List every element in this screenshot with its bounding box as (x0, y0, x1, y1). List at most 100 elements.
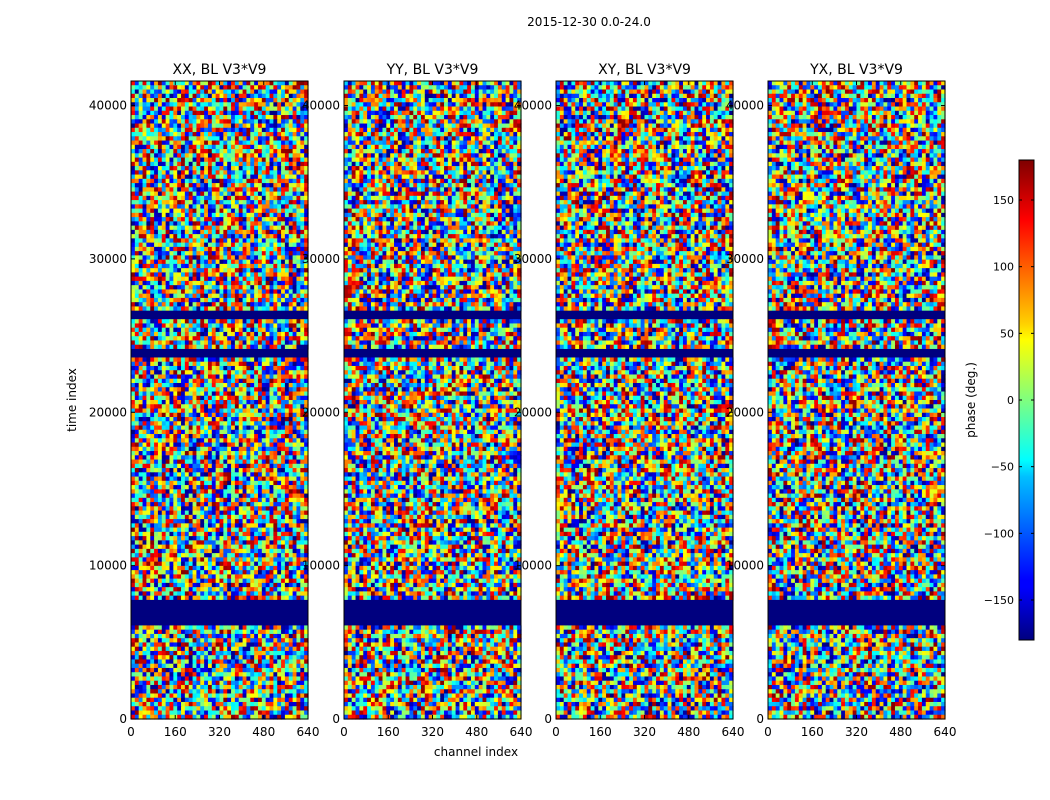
heatmap-cell (270, 149, 274, 154)
heatmap-cell (146, 132, 150, 137)
heatmap-cell (296, 119, 300, 124)
heatmap-cell (250, 213, 254, 218)
heatmap-cell (166, 213, 170, 218)
heatmap-cell (273, 213, 277, 218)
heatmap-cell (208, 204, 212, 209)
heatmap-cell (204, 90, 208, 95)
panel-1: XX, BL V3*V90 160 320 480 640010000200003000… (89, 62, 320, 739)
heatmap-cell (231, 162, 235, 167)
heatmap-cell (262, 145, 266, 150)
heatmap-cell (143, 187, 147, 192)
heatmap-cell (266, 145, 270, 150)
heatmap-cell (227, 107, 231, 112)
heatmap-cell (227, 221, 231, 226)
heatmap-cell (270, 213, 274, 218)
heatmap-cell (250, 187, 254, 192)
heatmap-cell (193, 192, 197, 197)
heatmap-cell (281, 124, 285, 129)
heatmap-cell (258, 200, 262, 205)
heatmap-cell (239, 98, 243, 103)
heatmap-cell (166, 81, 170, 86)
heatmap-cell (181, 132, 185, 137)
heatmap-cell (250, 196, 254, 201)
heatmap-cell (266, 94, 270, 99)
heatmap-cell (143, 158, 147, 163)
heatmap-cell (266, 187, 270, 192)
heatmap-cell (177, 132, 181, 137)
heatmap-cell (177, 217, 181, 222)
heatmap-cell (273, 98, 277, 103)
heatmap-cell (169, 226, 173, 231)
heatmap-cell (150, 196, 154, 201)
heatmap-cell (262, 217, 266, 222)
heatmap-cell (131, 192, 135, 197)
heatmap-cell (285, 90, 289, 95)
heatmap-cell (227, 179, 231, 184)
heatmap-cell (135, 221, 139, 226)
heatmap-cell (131, 166, 135, 171)
heatmap-cell (250, 166, 254, 171)
heatmap-cell (154, 158, 158, 163)
heatmap-cell (216, 209, 220, 214)
heatmap-cell (300, 217, 304, 222)
heatmap-cell (185, 200, 189, 205)
heatmap-cell (181, 200, 185, 205)
heatmap-cell (296, 221, 300, 226)
heatmap-cell (166, 119, 170, 124)
heatmap-cell (204, 221, 208, 226)
heatmap-cell (235, 132, 239, 137)
heatmap-cell (169, 192, 173, 197)
heatmap-cell (258, 179, 262, 184)
heatmap-cell (270, 162, 274, 167)
heatmap-cell (208, 175, 212, 180)
heatmap-cell (200, 226, 204, 231)
heatmap-cell (293, 158, 297, 163)
heatmap-cell (135, 187, 139, 192)
heatmap-cell (262, 153, 266, 158)
heatmap-cell (166, 107, 170, 112)
heatmap-cell (239, 158, 243, 163)
heatmap-cell (216, 204, 220, 209)
heatmap-cell (139, 115, 143, 120)
heatmap-cell (258, 102, 262, 107)
heatmap-cell (177, 200, 181, 205)
heatmap-cell (227, 158, 231, 163)
heatmap-cell (154, 111, 158, 116)
heatmap-cell (143, 179, 147, 184)
heatmap-cell (258, 124, 262, 129)
heatmap-cell (223, 204, 227, 209)
heatmap-cell (166, 196, 170, 201)
heatmap-cell (223, 90, 227, 95)
heatmap-cell (254, 209, 258, 214)
heatmap-cell (270, 111, 274, 116)
heatmap-cell (289, 107, 293, 112)
heatmap-cell (154, 221, 158, 226)
heatmap-cell (204, 213, 208, 218)
heatmap-cell (239, 200, 243, 205)
heatmap-cell (158, 162, 162, 167)
heatmap-cell (150, 153, 154, 158)
heatmap-cell (266, 107, 270, 112)
heatmap-cell (281, 149, 285, 154)
heatmap-cell (239, 187, 243, 192)
heatmap-cell (200, 107, 204, 112)
heatmap-cell (208, 128, 212, 133)
heatmap-cell (143, 196, 147, 201)
heatmap-cell (166, 226, 170, 231)
heatmap-cell (289, 192, 293, 197)
heatmap-cell (246, 81, 250, 86)
heatmap-cell (208, 158, 212, 163)
heatmap-cell (166, 162, 170, 167)
heatmap-cell (239, 119, 243, 124)
heatmap-cell (277, 102, 281, 107)
heatmap-cell (143, 204, 147, 209)
heatmap-cell (289, 221, 293, 226)
heatmap-cell (239, 141, 243, 146)
heatmap-cell (285, 162, 289, 167)
heatmap-cell (212, 158, 216, 163)
heatmap-cell (277, 183, 281, 188)
heatmap-cell (154, 107, 158, 112)
heatmap-cell (270, 136, 274, 141)
heatmap-cell (235, 85, 239, 90)
heatmap-cell (131, 81, 135, 86)
